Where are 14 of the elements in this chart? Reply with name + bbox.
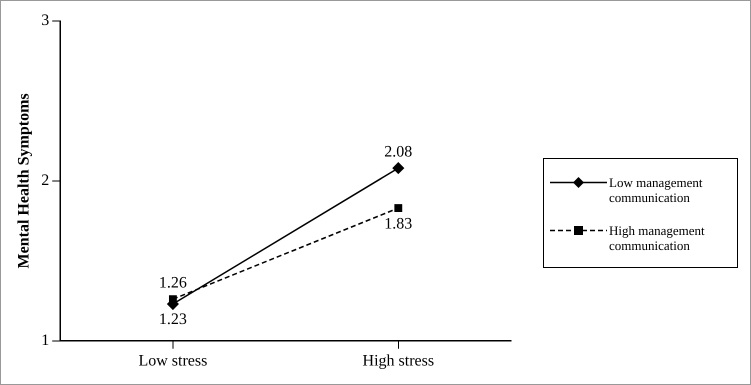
- data-label: 2.08: [384, 143, 412, 160]
- x-tick-label: High stress: [362, 352, 434, 370]
- legend-label: Low management communication: [609, 175, 704, 205]
- y-tick-label: 2: [41, 172, 50, 190]
- data-label: 1.83: [384, 215, 412, 232]
- data-label: 1.23: [158, 311, 187, 328]
- y-tick-label: 1: [41, 332, 50, 350]
- x-tick-label: Low stress: [138, 352, 208, 370]
- y-tick-label: 3: [41, 12, 50, 30]
- point: [392, 162, 404, 174]
- legend-label: High management communication: [609, 223, 706, 253]
- data-label: 1.26: [158, 274, 187, 292]
- y-axis-title: Mental Health Symptoms: [16, 93, 33, 268]
- point: [394, 204, 402, 212]
